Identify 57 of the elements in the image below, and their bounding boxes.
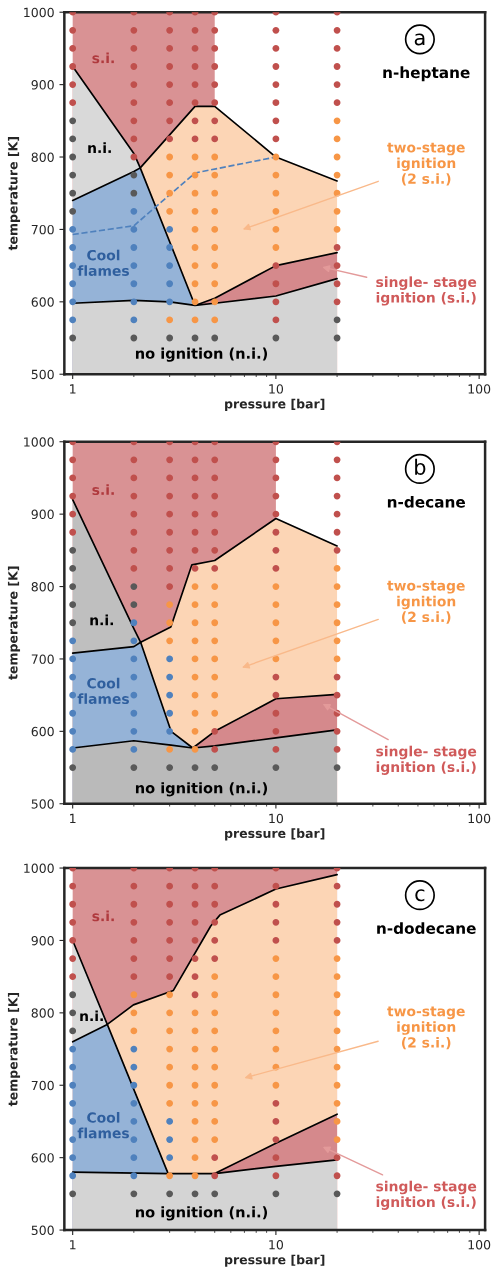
annotation: s.i. — [92, 910, 114, 922]
annotation: two-stage ignition (2 s.i.) — [387, 580, 465, 624]
x-tick-label: 100 — [468, 1240, 491, 1250]
annotation: single- stage ignition (s.i.) — [376, 1180, 477, 1210]
annotation: no ignition (n.i.) — [135, 347, 268, 362]
y-axis-title: temperature [K] — [7, 137, 21, 251]
annotation: n-decane — [387, 495, 466, 508]
annotation: s.i. — [92, 484, 114, 495]
x-tick-label: 10 — [269, 384, 284, 394]
y-tick-label: 900 — [31, 80, 54, 90]
annotation: no ignition (n.i.) — [135, 782, 268, 797]
annotation: s.i. — [92, 52, 114, 64]
y-tick-label: 600 — [31, 297, 54, 307]
x-axis-title: pressure [bar] — [225, 828, 325, 841]
y-tick-label: 1000 — [24, 7, 54, 18]
annotation: two-stage ignition (2 s.i.) — [387, 1006, 465, 1050]
x-tick-label: 10 — [269, 1240, 284, 1250]
y-tick-label: 700 — [31, 654, 54, 664]
annotation: single- stage ignition (s.i.) — [376, 276, 477, 306]
annotation: Cool flames — [77, 1112, 129, 1139]
y-tick-label: 600 — [31, 1153, 54, 1163]
y-tick-label: 500 — [31, 1225, 54, 1235]
annotation: c — [415, 889, 425, 902]
annotation: Cool flames — [77, 249, 129, 276]
annotation: n.i. — [90, 614, 113, 626]
annotation: single- stage ignition (s.i.) — [376, 745, 477, 775]
y-tick-label: 500 — [31, 799, 54, 809]
y-tick-label: 1000 — [24, 437, 54, 447]
x-axis-title: pressure [bar] — [225, 398, 325, 411]
y-axis-title: temperature [K] — [7, 566, 21, 680]
x-axis-title: pressure [bar] — [225, 1254, 325, 1267]
y-tick-label: 900 — [31, 509, 54, 520]
y-tick-label: 800 — [31, 152, 54, 162]
x-tick-label: 100 — [468, 384, 491, 394]
x-tick-label: 10 — [269, 813, 284, 824]
x-tick-label: 1 — [70, 384, 76, 394]
y-tick-label: 800 — [31, 582, 54, 592]
annotation: b — [415, 458, 426, 475]
annotation: n-heptane — [383, 66, 470, 82]
annotation: n.i. — [80, 1010, 103, 1022]
y-tick-label: 700 — [31, 1080, 54, 1091]
annotation: a — [414, 33, 425, 46]
annotation: n.i. — [88, 142, 111, 153]
y-tick-label: 800 — [31, 1008, 54, 1018]
annotation: n-dodecane — [377, 922, 476, 935]
y-tick-label: 600 — [31, 726, 54, 737]
y-tick-label: 700 — [31, 224, 54, 235]
x-tick-label: 1 — [70, 813, 76, 823]
x-tick-label: 100 — [468, 813, 491, 824]
y-tick-label: 500 — [31, 369, 54, 380]
annotation: no ignition (n.i.) — [135, 1206, 268, 1221]
y-tick-label: 900 — [31, 935, 54, 946]
x-tick-label: 1 — [70, 1240, 76, 1250]
annotation: two-stage ignition (2 s.i.) — [387, 142, 465, 186]
annotation: Cool flames — [77, 677, 129, 705]
y-tick-label: 1000 — [24, 863, 54, 873]
y-axis-title: temperature [K] — [7, 992, 21, 1107]
